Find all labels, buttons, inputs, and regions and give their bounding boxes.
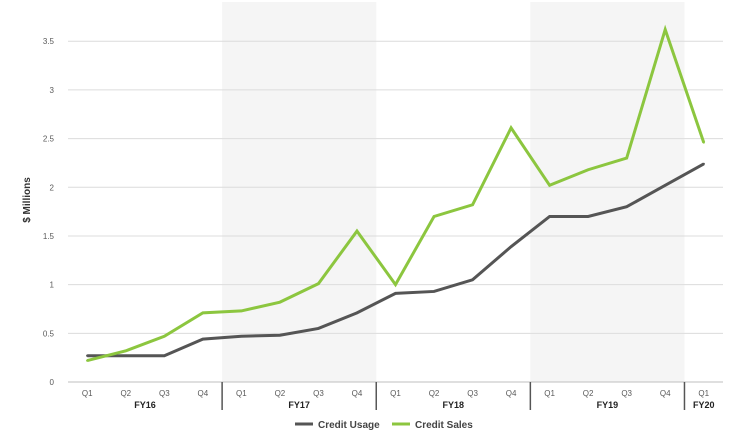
data-point-1-3	[201, 311, 205, 315]
x-tick-label-12: Q1	[544, 389, 555, 398]
y-axis-ticks: 0 0.5 1 1.5 2 2.5 3 3.5	[43, 37, 55, 387]
x-tick-label-7: Q4	[352, 389, 363, 398]
x-tick-label-16: Q1	[698, 389, 709, 398]
data-point-1-7	[355, 229, 359, 233]
y-tick-label-3: 1.5	[43, 232, 55, 241]
x-tick-label-8: Q1	[390, 389, 401, 398]
data-point-1-12	[548, 184, 551, 187]
data-point-1-16	[702, 141, 705, 144]
y-tick-label-7: 3.5	[43, 37, 55, 46]
x-tick-label-1: Q2	[120, 389, 131, 398]
shade-band-1	[222, 2, 377, 382]
data-point-1-5	[278, 300, 282, 304]
data-point-0-3	[201, 337, 205, 341]
x-axis: Q1 Q2 Q3 Q4 Q1 Q2 Q3 Q4 Q1 Q2 Q3 Q4 Q1 Q2 Q3 Q4 Q1 FY16 FY…	[68, 381, 723, 410]
data-point-0-8	[394, 292, 397, 295]
data-point-1-11	[509, 126, 513, 130]
data-point-1-4	[240, 309, 243, 313]
x-tick-label-15: Q4	[660, 389, 671, 398]
data-point-0-11	[509, 245, 513, 248]
data-point-0-0	[86, 354, 89, 357]
data-point-0-2	[163, 354, 166, 357]
y-axis-label: $ Millions	[22, 177, 33, 223]
data-point-0-9	[432, 290, 436, 293]
legend: Credit Usage Credit Sales	[295, 420, 473, 431]
x-tick-label-13: Q2	[583, 389, 594, 398]
x-tick-label-10: Q3	[467, 389, 478, 398]
data-point-0-10	[471, 278, 474, 281]
x-tick-label-14: Q3	[621, 389, 632, 398]
data-point-0-7	[355, 311, 359, 315]
x-tick-label-9: Q2	[429, 389, 440, 398]
y-tick-label-1: 0.5	[43, 329, 55, 338]
data-point-1-13	[586, 168, 590, 171]
data-point-0-16	[702, 162, 705, 166]
data-point-1-8	[394, 283, 397, 286]
group-label-3: FY19	[597, 400, 619, 410]
series-lines	[86, 24, 706, 363]
data-point-1-14	[625, 156, 628, 160]
y-tick-label-4: 2	[50, 183, 55, 192]
x-tick-label-0: Q1	[82, 389, 93, 398]
data-point-1-15	[664, 28, 667, 31]
data-point-1-1	[124, 349, 127, 353]
data-point-0-12	[548, 215, 551, 218]
x-tick-label-6: Q3	[313, 389, 324, 398]
y-tick-label-5: 2.5	[43, 135, 55, 144]
x-tick-label-4: Q1	[236, 389, 247, 398]
data-point-0-5	[278, 334, 282, 337]
legend-label-0: Credit Usage	[318, 420, 380, 431]
x-tick-label-11: Q4	[506, 389, 517, 398]
fiscal-year-shading	[222, 2, 685, 382]
data-point-1-6	[317, 282, 320, 285]
shade-band-3	[530, 2, 685, 382]
y-tick-label-0: 0	[50, 378, 55, 387]
y-tick-label-6: 3	[50, 86, 55, 95]
data-point-0-15	[664, 184, 667, 187]
data-point-1-2	[163, 335, 166, 338]
data-point-1-0	[86, 359, 89, 362]
data-point-1-10	[471, 203, 474, 206]
data-point-0-4	[240, 335, 243, 338]
legend-label-1: Credit Sales	[415, 420, 473, 431]
group-label-1: FY17	[288, 400, 310, 410]
data-point-1-9	[432, 215, 436, 218]
group-label-4: FY20	[693, 400, 715, 410]
y-tick-label-2: 1	[50, 281, 55, 290]
group-label-2: FY18	[443, 400, 465, 410]
x-tick-label-3: Q4	[198, 389, 209, 398]
data-point-0-13	[586, 215, 590, 218]
data-point-0-1	[124, 354, 127, 357]
data-point-0-6	[317, 327, 320, 330]
group-label-0: FY16	[134, 400, 156, 410]
x-tick-label-5: Q2	[275, 389, 286, 398]
data-point-0-14	[625, 205, 628, 208]
x-tick-label-2: Q3	[159, 389, 170, 398]
